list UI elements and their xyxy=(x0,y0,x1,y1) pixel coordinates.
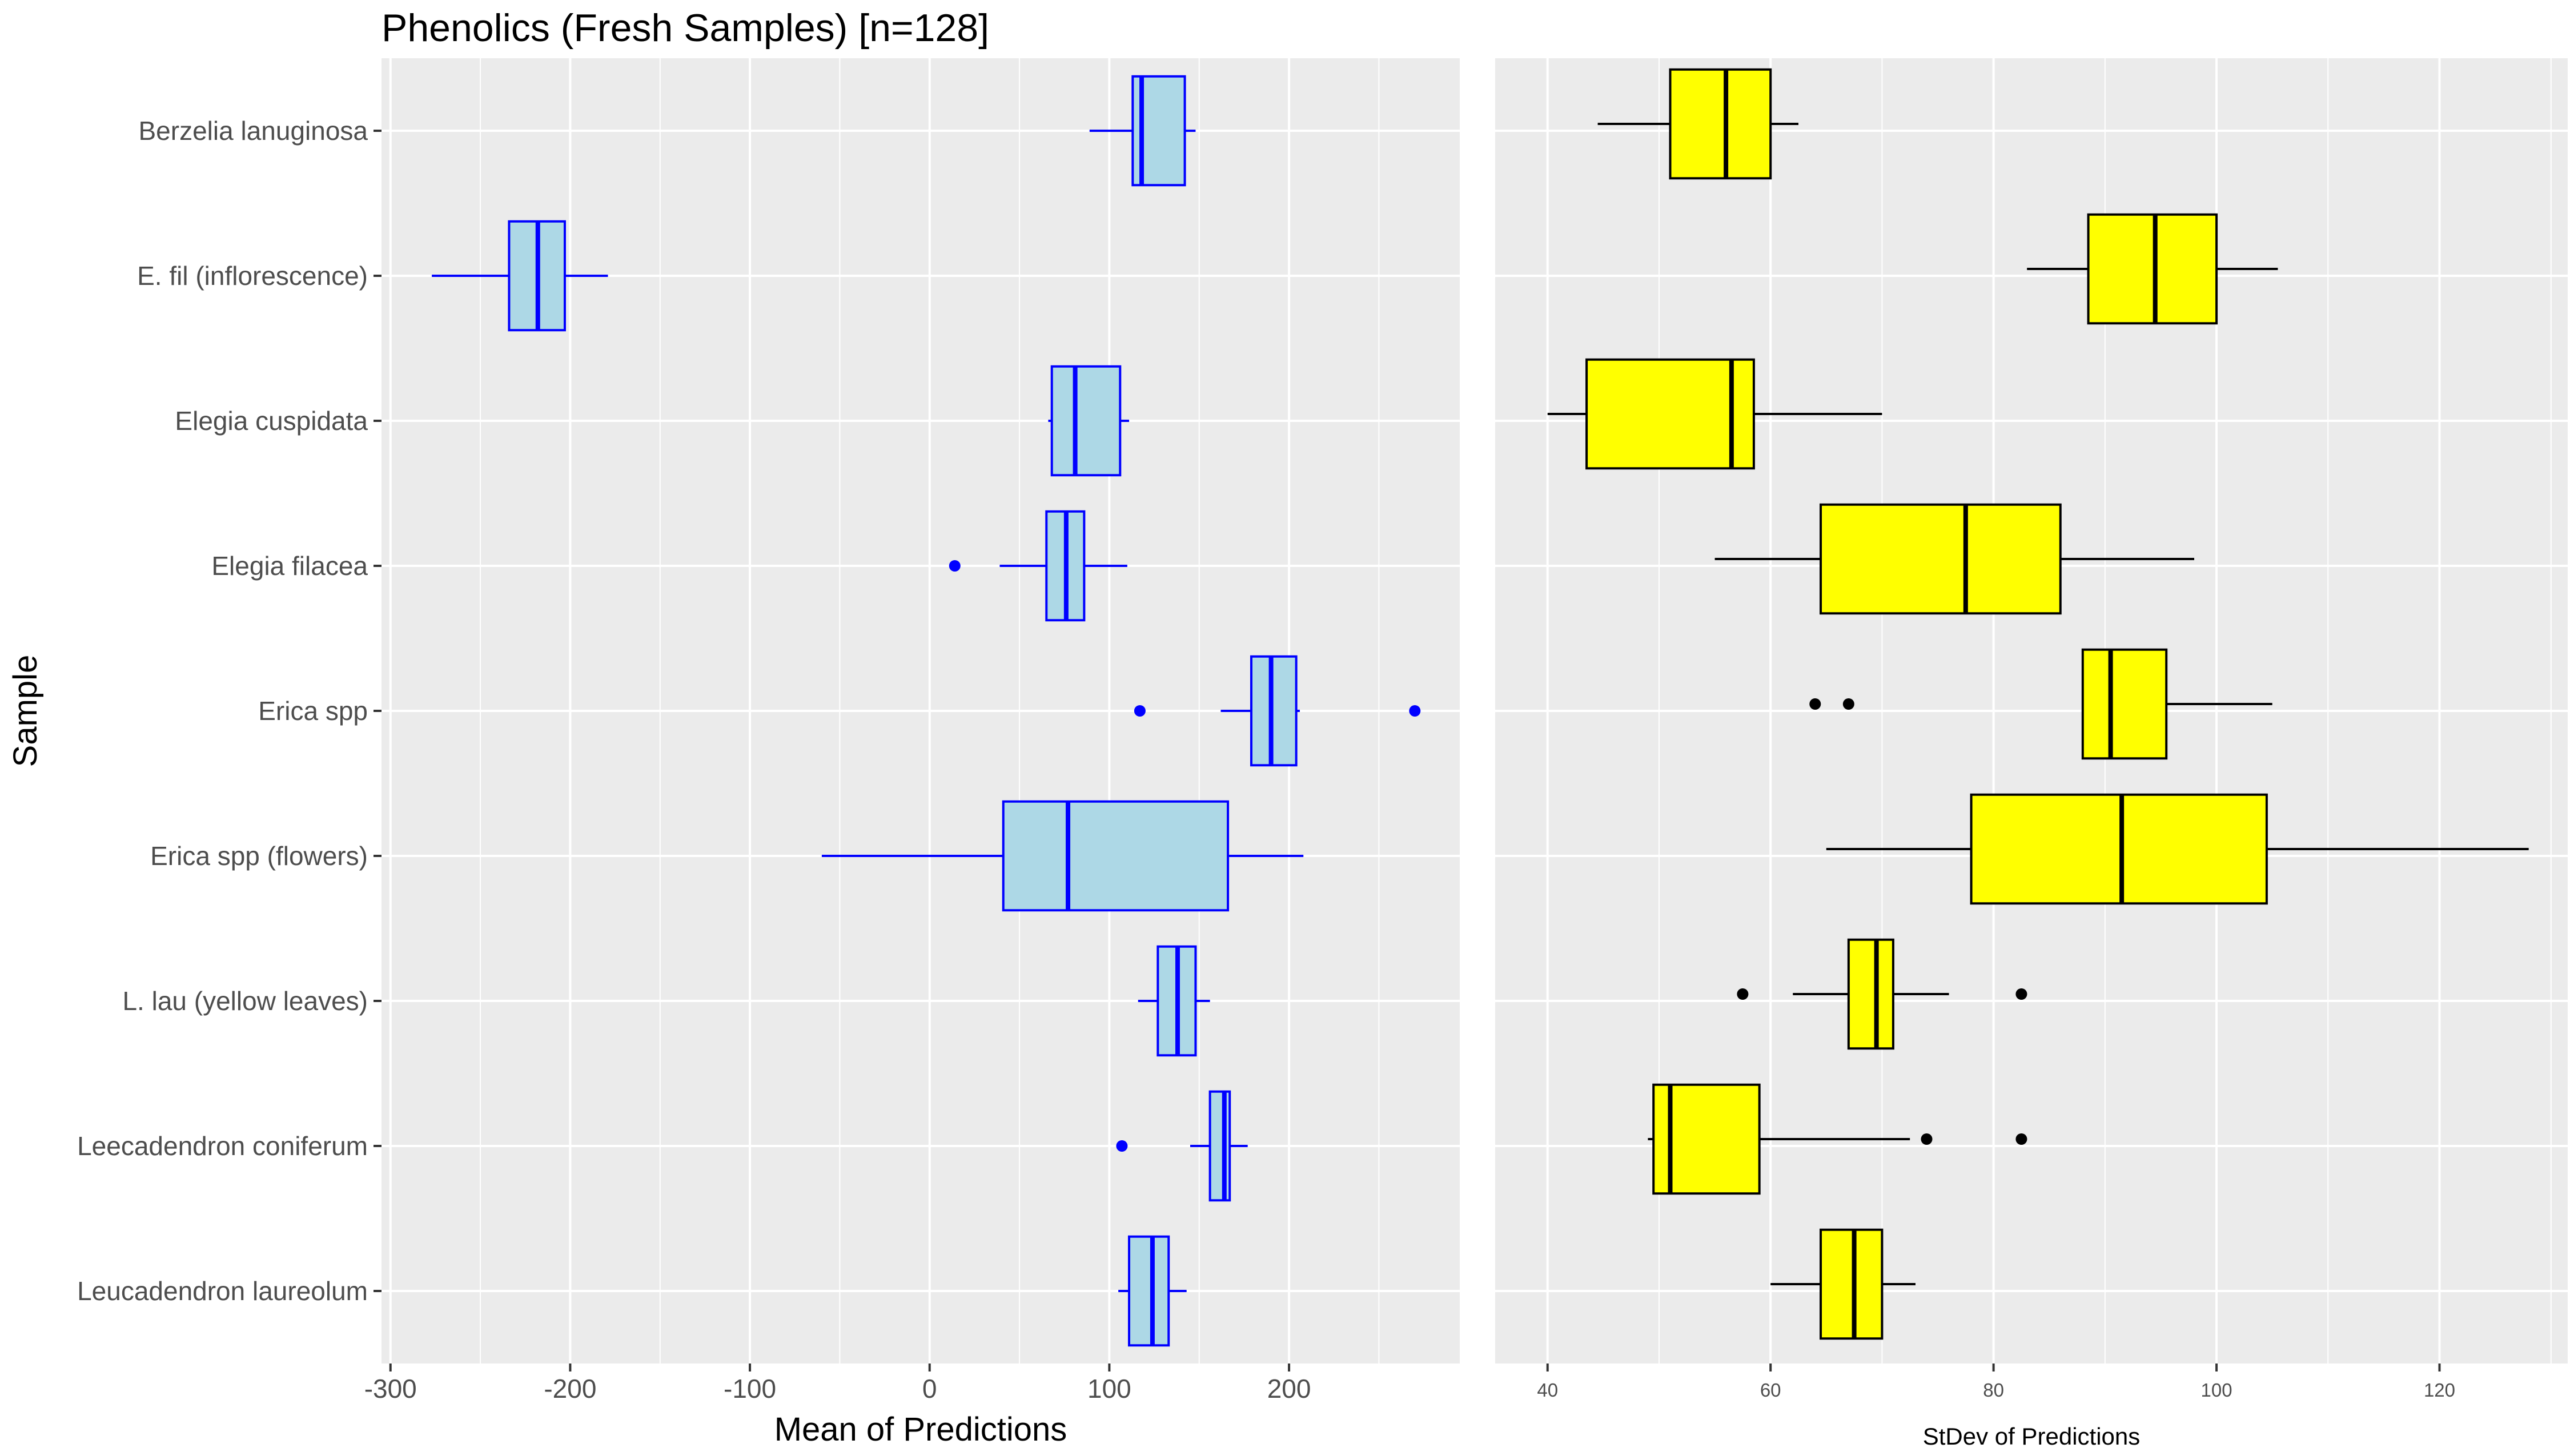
x-tick-label: -100 xyxy=(724,1374,776,1403)
box-iqr xyxy=(2081,648,2168,760)
y-axis-title: Sample xyxy=(7,655,44,767)
box-leucadendron-laureolum xyxy=(1118,1235,1187,1347)
box-iqr xyxy=(1820,1228,1884,1340)
category-labels: Berzelia lanuginosa E. fil (inflorescence… xyxy=(77,116,382,1306)
left-x-axis-title: Mean of Predictions xyxy=(774,1411,1067,1448)
box-erica-spp-flowers xyxy=(821,800,1304,912)
box-erica-spp xyxy=(1809,648,2272,760)
category-label: Leucadendron laureolum xyxy=(77,1276,368,1306)
box-leecadendron-coniferum xyxy=(1116,1090,1248,1202)
x-tick-label: 60 xyxy=(1760,1379,1781,1401)
box-erica-spp xyxy=(1134,655,1421,767)
category-label: E. fil (inflorescence) xyxy=(137,261,368,291)
box-iqr xyxy=(1970,793,2268,905)
x-tick-label: -300 xyxy=(364,1374,417,1403)
box-iqr xyxy=(2087,213,2218,325)
chart-title: Phenolics (Fresh Samples) [n=128] xyxy=(382,6,989,50)
box-iqr xyxy=(1847,938,1894,1050)
outlier-point xyxy=(1842,698,1854,710)
box-iqr xyxy=(1669,68,1772,180)
box-l-lau-yellow-leaves xyxy=(1737,938,2027,1050)
x-tick-label: 100 xyxy=(1087,1374,1131,1403)
right-x-axis: 40 60 80 100 120 xyxy=(1537,1364,2455,1401)
category-label: Erica spp (flowers) xyxy=(150,841,368,871)
box-elegia-cuspidata xyxy=(1547,358,1882,470)
outlier-point xyxy=(2015,1133,2027,1145)
box-e-fil-inflorescence xyxy=(2027,213,2278,325)
box-elegia-filacea xyxy=(1714,503,2195,615)
box-elegia-filacea xyxy=(949,510,1127,622)
x-tick-label: 80 xyxy=(1983,1379,2004,1401)
box-iqr xyxy=(1050,365,1122,477)
box-iqr xyxy=(1820,503,2062,615)
x-tick-label: 0 xyxy=(922,1374,937,1403)
box-leucadendron-laureolum xyxy=(1770,1228,1916,1340)
category-label: Erica spp xyxy=(258,696,368,726)
category-label: L. lau (yellow leaves) xyxy=(122,986,368,1016)
category-label: Leecadendron coniferum xyxy=(77,1131,368,1161)
box-berzelia-lanuginosa xyxy=(1089,75,1196,187)
x-tick-label: 120 xyxy=(2424,1379,2455,1401)
box-l-lau-yellow-leaves xyxy=(1138,945,1210,1057)
x-tick-label: -200 xyxy=(544,1374,596,1403)
outlier-point xyxy=(1116,1140,1128,1152)
x-tick-label: 40 xyxy=(1537,1379,1558,1401)
box-erica-spp-flowers xyxy=(1826,793,2529,905)
outlier-point xyxy=(1809,698,1821,710)
outlier-point xyxy=(1134,705,1146,717)
outlier-point xyxy=(949,560,961,572)
box-iqr xyxy=(1250,655,1298,767)
outlier-point xyxy=(2015,988,2027,1000)
outlier-point xyxy=(1921,1133,1933,1145)
outlier-point xyxy=(1737,988,1749,1000)
box-iqr xyxy=(1208,1090,1231,1202)
category-label: Elegia cuspidata xyxy=(175,406,368,436)
box-iqr xyxy=(1002,800,1230,912)
box-leecadendron-coniferum xyxy=(1648,1083,2027,1195)
box-e-fil-inflorescence xyxy=(432,220,608,332)
x-tick-label: 100 xyxy=(2201,1379,2232,1401)
outlier-point xyxy=(1409,705,1421,717)
category-label: Elegia filacea xyxy=(211,551,368,581)
box-iqr xyxy=(1128,1235,1170,1347)
left-x-axis: -300 -200 -100 0 100 200 xyxy=(364,1364,1311,1403)
category-label: Berzelia lanuginosa xyxy=(139,116,368,146)
right-box-plots xyxy=(1547,68,2529,1340)
left-box-plots xyxy=(432,75,1421,1347)
box-iqr xyxy=(1585,358,1755,470)
box-berzelia-lanuginosa xyxy=(1597,68,1798,180)
right-x-axis-title: StDev of Predictions xyxy=(1923,1423,2141,1450)
box-elegia-cuspidata xyxy=(1048,365,1130,477)
x-tick-label: 200 xyxy=(1267,1374,1311,1403)
